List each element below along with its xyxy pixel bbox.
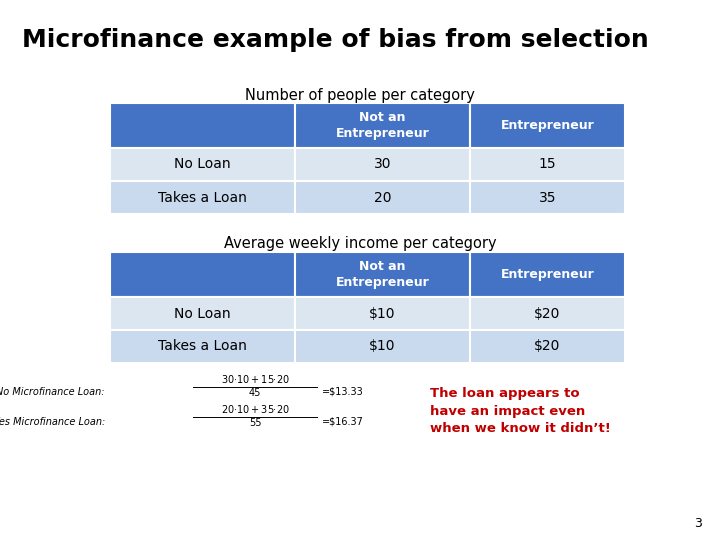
Text: 20·$10+35·$20: 20·$10+35·$20 [220, 403, 289, 415]
Bar [295, 330, 470, 363]
Text: $20: $20 [534, 340, 561, 354]
Text: Entrepreneur: Entrepreneur [500, 268, 595, 281]
Text: 3: 3 [694, 517, 702, 530]
Bar [470, 148, 625, 181]
Text: Microfinance example of bias from selection: Microfinance example of bias from select… [22, 28, 649, 52]
Bar [295, 181, 470, 214]
Text: 45: 45 [249, 388, 261, 398]
Text: Not an
Entrepreneur: Not an Entrepreneur [336, 111, 429, 140]
Bar [295, 148, 470, 181]
Text: $10: $10 [369, 340, 396, 354]
Text: Number of people per category: Number of people per category [245, 88, 475, 103]
Text: 55: 55 [248, 418, 261, 428]
Bar [110, 148, 295, 181]
Text: No Loan: No Loan [174, 307, 231, 321]
Text: =$13.33: =$13.33 [322, 387, 364, 397]
Text: =$16.37: =$16.37 [322, 417, 364, 427]
Bar [470, 297, 625, 330]
Bar [470, 103, 625, 148]
Text: 30·$10+15·$20: 30·$10+15·$20 [220, 373, 289, 385]
Text: 20: 20 [374, 191, 391, 205]
Text: Yes Microfinance Loan:: Yes Microfinance Loan: [0, 417, 108, 427]
Text: $10: $10 [369, 307, 396, 321]
Bar [110, 181, 295, 214]
Bar [470, 330, 625, 363]
Text: Entrepreneur: Entrepreneur [500, 119, 595, 132]
Bar [110, 252, 295, 297]
Bar [295, 252, 470, 297]
Bar [470, 181, 625, 214]
Text: 15: 15 [539, 158, 557, 172]
Text: No Loan: No Loan [174, 158, 231, 172]
Text: Not an
Entrepreneur: Not an Entrepreneur [336, 260, 429, 289]
Text: Average weekly income per category: Average weekly income per category [224, 236, 496, 251]
Text: The loan appears to
have an impact even
when we know it didn’t!: The loan appears to have an impact even … [430, 387, 611, 435]
Text: 35: 35 [539, 191, 557, 205]
Text: $20: $20 [534, 307, 561, 321]
Bar [295, 297, 470, 330]
Bar [470, 252, 625, 297]
Bar [110, 330, 295, 363]
Text: Takes a Loan: Takes a Loan [158, 191, 247, 205]
Text: 30: 30 [374, 158, 391, 172]
Text: No Microfinance Loan:: No Microfinance Loan: [0, 387, 108, 397]
Text: Takes a Loan: Takes a Loan [158, 340, 247, 354]
Bar [295, 103, 470, 148]
Bar [110, 103, 295, 148]
Bar [110, 297, 295, 330]
